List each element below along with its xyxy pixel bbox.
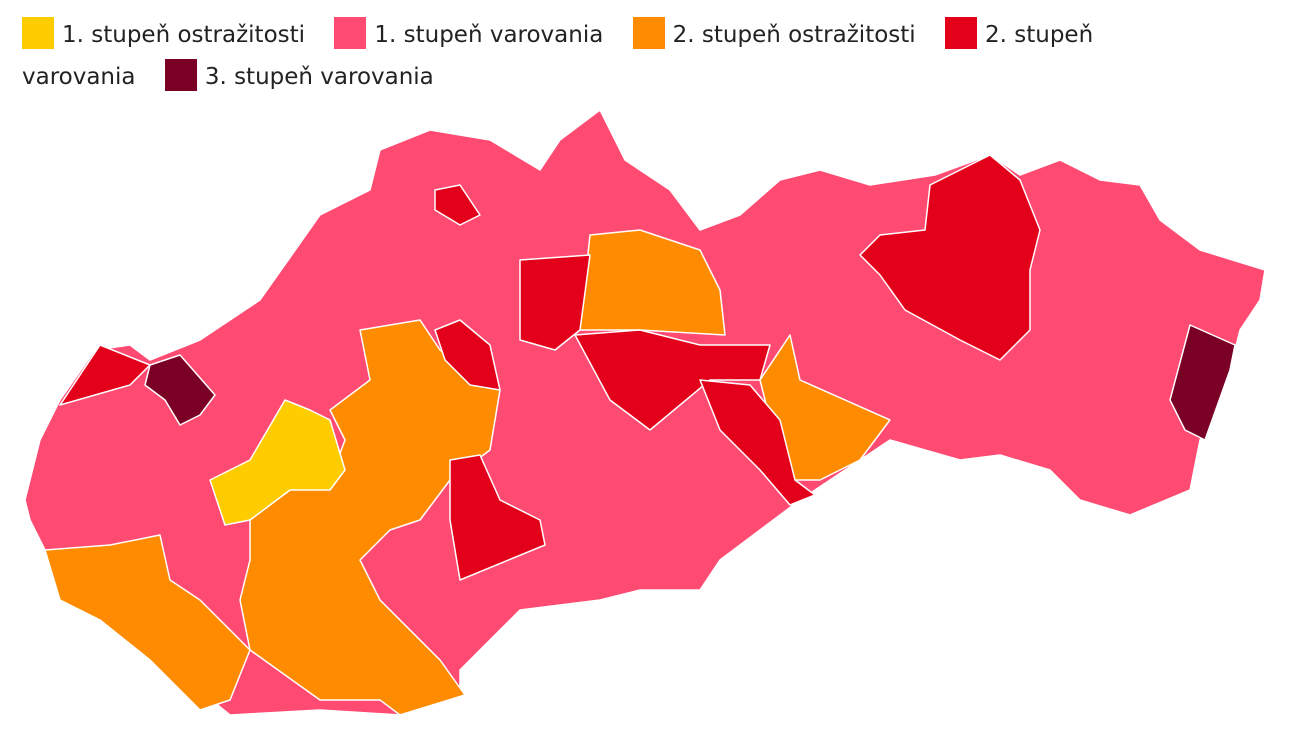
legend: 1. stupeň ostražitosti 1. stupeň varovan… (22, 14, 1192, 98)
legend-swatch (334, 17, 367, 49)
legend-label: 1. stupeň varovania (374, 22, 604, 48)
region (759, 334, 891, 481)
legend-item: 1. stupeň ostražitosti (22, 17, 306, 49)
region (209, 399, 346, 526)
legend-swatch (164, 59, 197, 91)
legend-label: 2. stupeň ostražitosti (672, 22, 916, 48)
region (434, 319, 501, 391)
region (144, 354, 216, 426)
legend-item: 1. stupeň varovania (334, 17, 604, 49)
region (579, 229, 726, 336)
region (699, 379, 816, 506)
region (434, 184, 481, 226)
region (1169, 324, 1236, 441)
region (574, 329, 771, 431)
legend-label: 1. stupeň ostražitosti (62, 22, 306, 48)
legend-swatch (632, 17, 665, 49)
legend-item: 3. stupeň varovania (164, 59, 434, 91)
region (44, 534, 251, 711)
legend-item: 2. stupeň varovania (22, 17, 1094, 90)
region (859, 154, 1041, 361)
legend-label: 2. stupeň varovania (22, 22, 1094, 90)
region (449, 454, 546, 581)
region (519, 254, 591, 351)
legend-swatch (22, 17, 54, 49)
legend-item: 2. stupeň ostražitosti (632, 17, 916, 49)
legend-swatch (945, 17, 977, 49)
legend-label: 3. stupeň varovania (204, 64, 434, 90)
